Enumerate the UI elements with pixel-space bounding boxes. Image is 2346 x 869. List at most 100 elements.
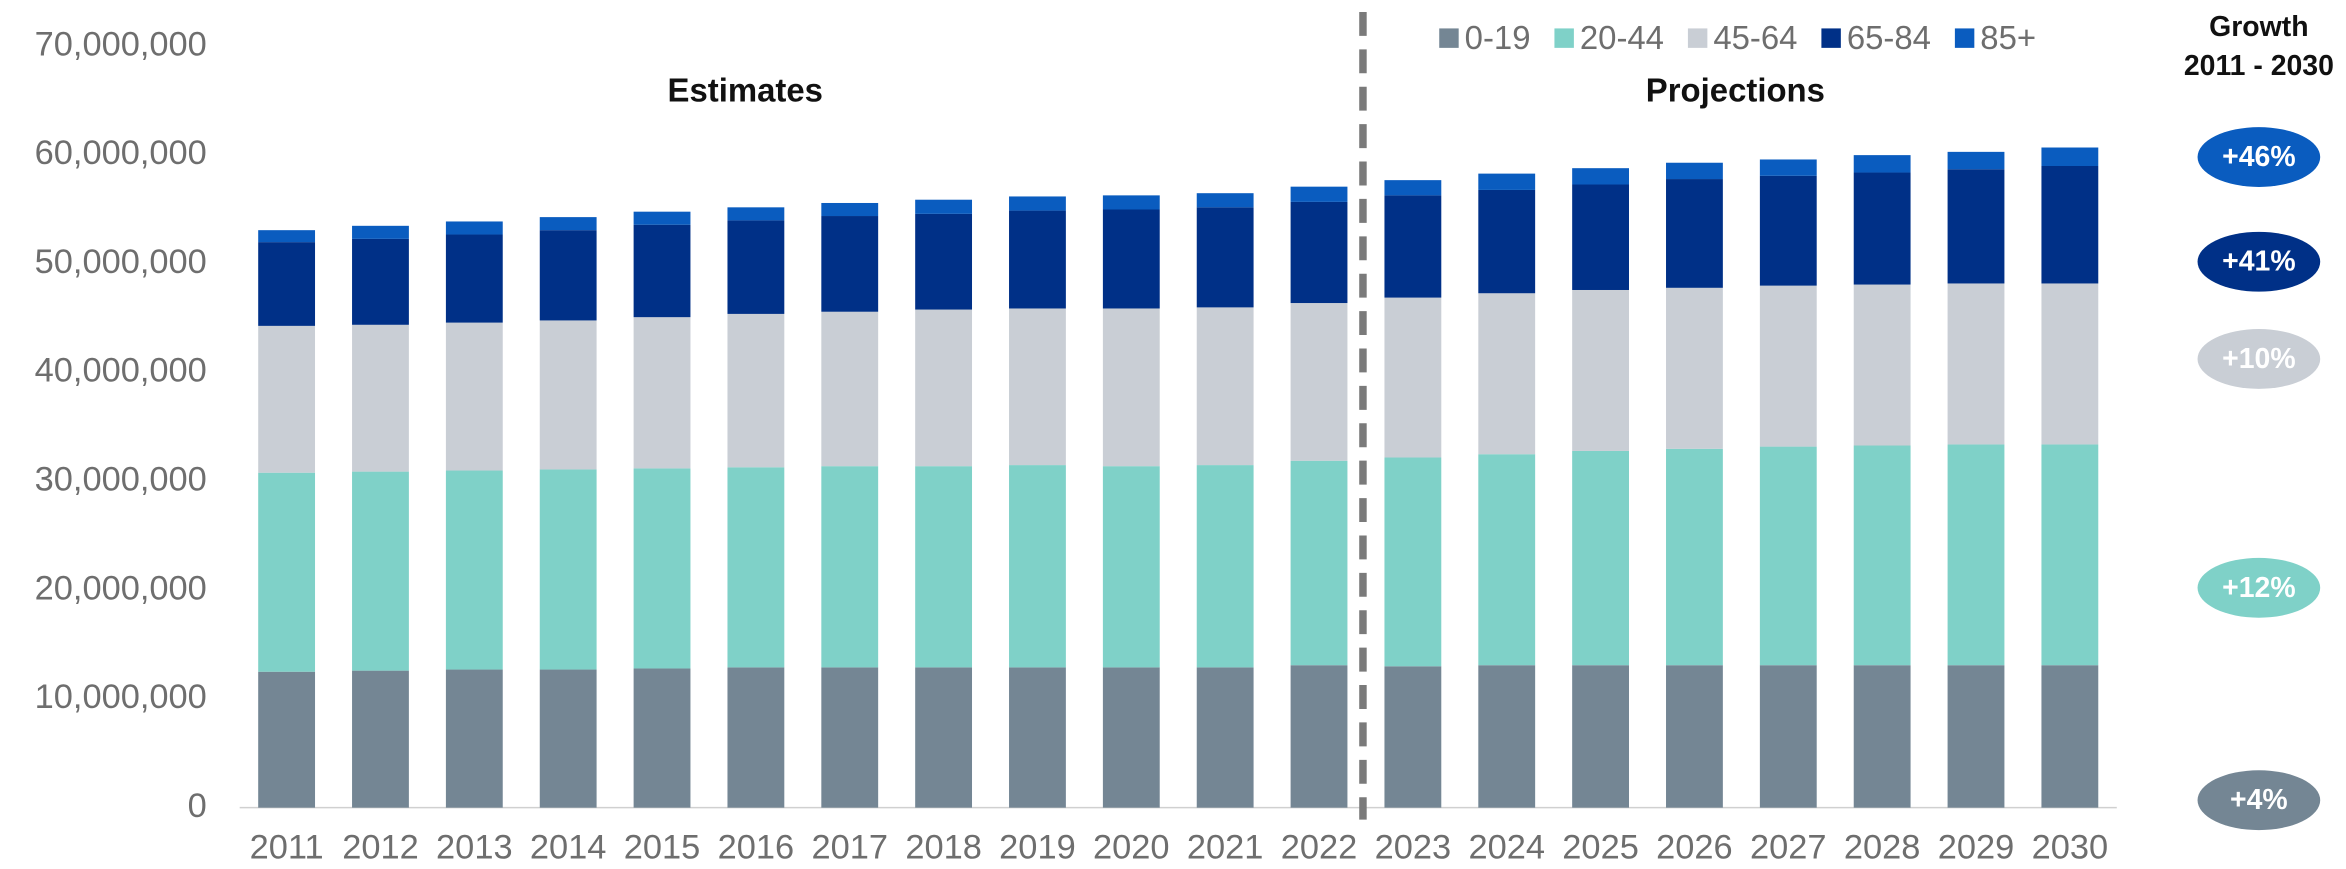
bar-segment [727,220,785,314]
x-tick-label: 2024 [1468,829,1545,867]
bar-segment [1102,195,1160,210]
x-tick-label: 2016 [718,829,795,867]
y-tick-label: 20,000,000 [35,569,207,607]
bar-segment [1853,665,1911,808]
bar-segment [1102,667,1160,808]
x-tick-label: 2011 [250,829,324,867]
bar-segment [1196,465,1254,668]
bar-segment [2041,665,2099,808]
legend-swatch [1687,28,1708,48]
bar-segment [539,217,597,231]
x-tick-label: 2019 [999,829,1076,867]
legend-label: 45-64 [1713,19,1797,56]
legend-swatch [1554,28,1574,48]
x-tick-label: 2015 [624,829,701,867]
growth-label: +41% [2222,246,2295,278]
bar-segment [445,322,503,471]
bar-segment [1572,665,1630,808]
bar-segment [1666,162,1723,180]
bar-segment [633,224,691,318]
bar-segment [727,313,785,468]
bar-segment [821,202,879,217]
bar-segment [1947,151,2005,170]
bar-segment [352,670,409,808]
bar-segment [1759,159,1817,176]
y-tick-label: 40,000,000 [35,352,207,390]
bar-segment [445,669,503,808]
bar-segment [1853,445,1911,666]
bar-segment [1947,169,2005,284]
bar-segment [352,238,409,325]
x-tick-label: 2030 [2032,829,2109,867]
bar-segment [1947,444,2005,666]
bar-segment [1666,179,1723,288]
legend-label: 65-84 [1847,19,1931,56]
bar-segment [2041,147,2099,167]
bar-segment [633,468,691,669]
bar-segment [1478,665,1536,808]
bar-segment [352,324,409,472]
bar-segment [1290,460,1348,666]
bar-segment [821,216,879,312]
bar-segment [821,466,879,668]
legend-swatch [1439,28,1459,48]
legend-swatch [1821,28,1841,48]
y-tick-label: 10,000,000 [35,678,207,716]
bar-segment [258,671,316,808]
bar-segment [1384,180,1442,196]
bar-segment [2041,283,2099,445]
bar-segment [1290,303,1348,461]
bar-segment [1478,173,1536,190]
growth-label: +10% [2222,343,2295,375]
bar-segment [2041,444,2099,666]
growth-badge [2197,127,2321,187]
bar-segment [445,221,503,235]
bar-segment [1666,287,1723,449]
bar-segment [1009,308,1066,466]
bar-segment [1947,665,2005,808]
bar-segment [915,667,973,808]
bar-segment [1196,667,1254,808]
x-tick-label: 2020 [1093,829,1170,867]
bar-segment [1102,209,1160,309]
legend-label: 0-19 [1465,19,1531,56]
legend-swatch [1954,28,1975,48]
annotation: Estimates [668,71,823,108]
bar-segment [258,472,316,672]
x-tick-label: 2029 [1938,829,2015,867]
bar-segment [539,230,597,321]
growth-label: +12% [2222,572,2295,604]
x-tick-label: 2018 [905,829,982,867]
growth-badge [2197,770,2321,831]
bar-segment [1666,448,1723,666]
bar-segment [1196,207,1254,308]
y-tick-label: 30,000,000 [35,460,207,498]
bar-segment [915,213,973,310]
bar-segment [633,668,691,808]
bar-segment [1759,175,1817,286]
bar-segment [258,325,316,473]
bar-segment [1384,666,1442,808]
bar-segment [1009,196,1066,211]
x-tick-label: 2014 [530,829,607,867]
bar-segment [915,199,973,214]
bar-segment [445,470,503,670]
bar-segment [1572,289,1630,451]
y-tick-label: 60,000,000 [35,134,207,172]
bar-segment [258,230,316,243]
bar-segment [1572,450,1630,666]
bar-segment [1572,168,1630,185]
bar-segment [633,317,691,469]
growth-title: 2011 - 2030 [2184,50,2334,82]
bar-segment [1384,297,1442,458]
x-tick-label: 2023 [1375,829,1452,867]
bar-segment [1759,665,1817,808]
bar-segment [1196,193,1254,208]
bar-segment [539,469,597,670]
bar-segment [1290,665,1348,808]
growth-badge [2197,329,2321,389]
bar-segment [445,234,503,323]
x-tick-label: 2025 [1562,829,1639,867]
bar-segment [1759,285,1817,447]
